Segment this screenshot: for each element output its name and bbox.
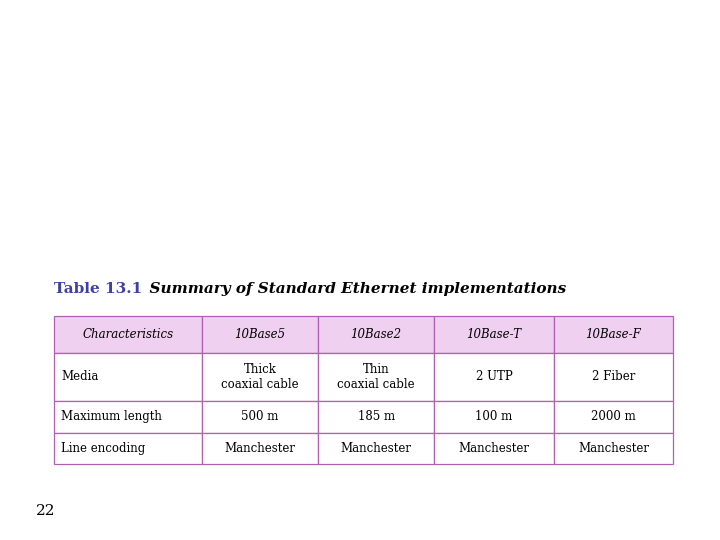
Text: 10Base-T: 10Base-T (467, 328, 521, 341)
Text: 10Base-F: 10Base-F (585, 328, 642, 341)
Text: 185 m: 185 m (358, 410, 395, 423)
Text: Characteristics: Characteristics (82, 328, 174, 341)
Text: Manchester: Manchester (459, 442, 529, 455)
Text: Table 13.1: Table 13.1 (54, 282, 143, 296)
Text: 2000 m: 2000 m (591, 410, 636, 423)
Text: Thick
coaxial cable: Thick coaxial cable (221, 363, 299, 391)
Text: 2 UTP: 2 UTP (476, 370, 513, 383)
Text: 500 m: 500 m (241, 410, 279, 423)
Text: Media: Media (61, 370, 99, 383)
Text: Thin
coaxial cable: Thin coaxial cable (338, 363, 415, 391)
Text: 10Base5: 10Base5 (234, 328, 285, 341)
Text: 100 m: 100 m (475, 410, 513, 423)
Text: Summary of Standard Ethernet implementations: Summary of Standard Ethernet implementat… (139, 282, 566, 296)
Text: Manchester: Manchester (341, 442, 412, 455)
Text: Maximum length: Maximum length (61, 410, 162, 423)
Text: 2 Fiber: 2 Fiber (592, 370, 635, 383)
Text: 22: 22 (36, 504, 55, 518)
Text: Manchester: Manchester (225, 442, 295, 455)
Text: 10Base2: 10Base2 (351, 328, 402, 341)
Text: Line encoding: Line encoding (61, 442, 145, 455)
Text: Manchester: Manchester (578, 442, 649, 455)
